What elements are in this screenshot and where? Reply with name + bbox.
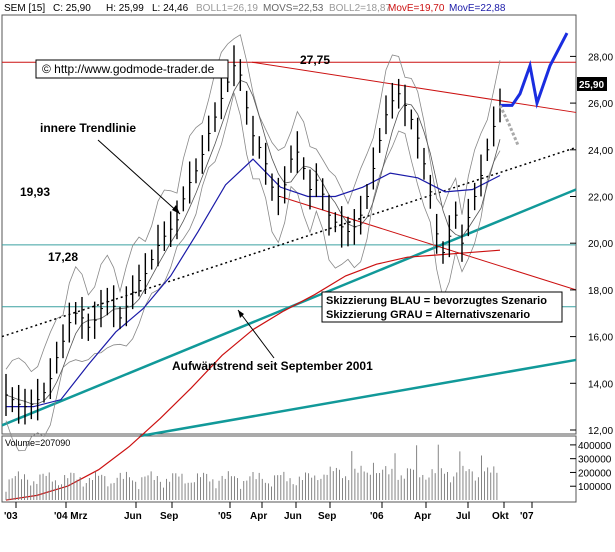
volume-panel [1,435,577,503]
uptrend-line-lower [139,358,577,438]
header-low: L: 24,46 [152,3,189,14]
header-high: H: 25,99 [106,3,144,14]
header-close: C: 25,90 [53,3,91,14]
time-tick-label: Sep [160,511,178,522]
uptrend-arrowhead [238,310,244,318]
price-bars [5,45,502,425]
resistance-line-upper [251,61,577,113]
scenario-grey-path [498,104,520,146]
price-tick-label: 28,00 [588,52,613,63]
uptrend-line-upper [1,188,577,427]
inner-trendline-arrowhead [172,205,180,214]
bollinger-upper [5,34,501,373]
price-tick-label: 14,00 [588,379,613,390]
header-movs: MOVS=22,53 [263,3,324,14]
level-label-high: 27,75 [300,53,330,67]
scenario-legend-box [321,291,563,323]
last-price-marker [577,77,607,91]
header-move-fast: MovE=19,70 [388,3,445,14]
volume-tick-label: 300000 [578,455,612,466]
price-tick-label: 12,00 [588,426,613,437]
scenario-sketches [498,32,569,146]
bollinger-lower [5,92,501,452]
time-axis-ticks: '03 '04 Mrz Jun Sep '05 Apr Jun Sep '06 Apr Jul Okt… [4,502,534,522]
time-tick-label: Apr [250,511,267,522]
level-label-low: 17,28 [48,250,78,264]
time-tick-label: Apr [414,511,431,522]
time-tick-label: Jun [284,511,302,522]
time-tick-label: Sep [318,511,336,522]
volume-bars [5,444,498,500]
inner-trendline-arrow [97,139,181,215]
header-boll1: BOLL1=26,19 [196,3,258,14]
price-axis-ticks: 12,00 14,00 16,00 18,00 20,00 22,00 24,00 26,00… [570,52,613,437]
watermark-url: © http://www.godmode-trader.de [42,62,215,76]
watermark-box [35,59,229,79]
level-label-mid: 19,93 [20,185,50,199]
legend-grey: Skizzierung GRAU = Alternativszenario [326,309,530,321]
last-price-label: 25,90 [579,80,604,91]
volume-tick-label: 100000 [578,482,612,493]
time-tick-label: '03 [4,511,18,522]
price-tick-label: 20,00 [588,239,613,250]
move-fast-line [6,158,501,408]
legend-blue: Skizzierung BLAU = bevorzugtes Szenario [326,295,547,307]
time-tick-label: '07 [520,511,534,522]
header-boll2: BOLL2=18,87 [329,3,391,14]
bollinger-bands [5,34,501,452]
price-tick-label: 18,00 [588,286,613,297]
time-tick-label: '05 [218,511,232,522]
volume-tick-label: 200000 [578,468,612,479]
price-panel [1,14,577,435]
time-tick-label: Jun [124,511,142,522]
inner-trendline [1,146,577,338]
inner-trendline-label: innere Trendlinie [40,121,136,135]
time-tick-label: '04 Mrz [54,511,88,522]
time-tick-label: '06 [370,511,384,522]
price-tick-label: 16,00 [588,333,613,344]
scenario-blue-path [500,32,569,109]
header-symbol: SEM [15] [4,3,45,14]
volume-label: Volume=207090 [5,438,70,448]
time-tick-label: Jul [456,511,471,522]
trend-lines [1,61,577,438]
volume-tick-label: 400000 [578,441,612,452]
chart-header: SEM [15] C: 25,90 H: 25,99 L: 24,46 BOLL… [4,3,506,14]
price-tick-label: 24,00 [588,146,613,157]
uptrend-label: Aufwärtstrend seit September 2001 [172,359,373,373]
header-move-slow: MovE=22,88 [449,3,506,14]
time-tick-label: Okt [492,511,509,522]
price-tick-label: 26,00 [588,99,613,110]
uptrend-arrow [237,309,275,359]
volume-axis-ticks: 100000 200000 300000 400000 [570,441,612,493]
price-tick-label: 22,00 [588,193,613,204]
